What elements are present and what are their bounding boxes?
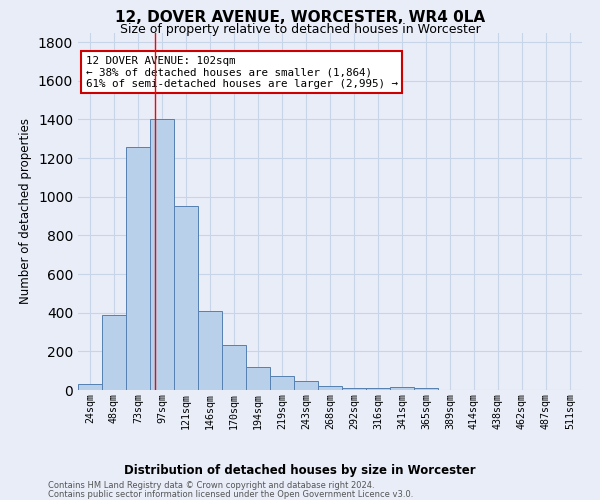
Bar bbox=[246, 367, 270, 390]
Bar bbox=[150, 120, 174, 390]
Text: Distribution of detached houses by size in Worcester: Distribution of detached houses by size … bbox=[124, 464, 476, 477]
Bar bbox=[318, 386, 342, 390]
Bar bbox=[390, 387, 414, 390]
Bar bbox=[222, 344, 246, 390]
Bar bbox=[366, 388, 390, 390]
Text: 12 DOVER AVENUE: 102sqm
← 38% of detached houses are smaller (1,864)
61% of semi: 12 DOVER AVENUE: 102sqm ← 38% of detache… bbox=[86, 56, 398, 89]
Text: 12, DOVER AVENUE, WORCESTER, WR4 0LA: 12, DOVER AVENUE, WORCESTER, WR4 0LA bbox=[115, 10, 485, 25]
Bar bbox=[126, 146, 150, 390]
Bar bbox=[198, 311, 222, 390]
Bar bbox=[294, 382, 318, 390]
Bar bbox=[342, 388, 366, 390]
Bar bbox=[270, 376, 294, 390]
Bar bbox=[174, 206, 198, 390]
Text: Size of property relative to detached houses in Worcester: Size of property relative to detached ho… bbox=[119, 22, 481, 36]
Bar bbox=[78, 384, 102, 390]
Text: Contains HM Land Registry data © Crown copyright and database right 2024.: Contains HM Land Registry data © Crown c… bbox=[48, 481, 374, 490]
Y-axis label: Number of detached properties: Number of detached properties bbox=[19, 118, 32, 304]
Bar bbox=[102, 314, 126, 390]
Bar bbox=[414, 388, 438, 390]
Text: Contains public sector information licensed under the Open Government Licence v3: Contains public sector information licen… bbox=[48, 490, 413, 499]
